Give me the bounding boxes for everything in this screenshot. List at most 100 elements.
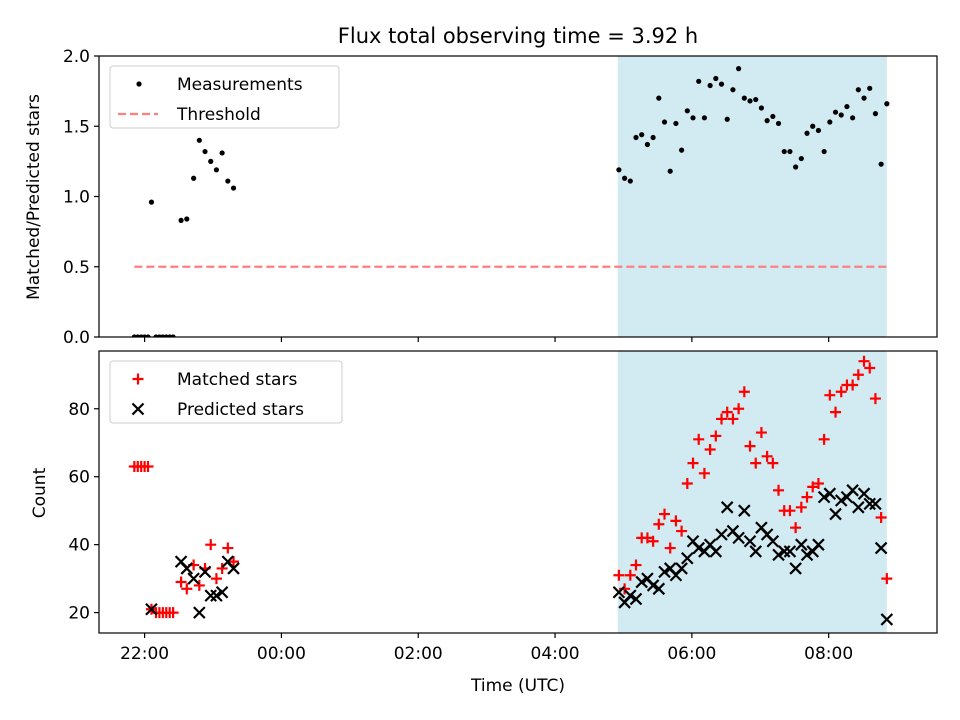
y-tick-label: 60: [68, 468, 90, 488]
matched-star-point: [744, 440, 756, 452]
legend-box: [109, 360, 343, 424]
predicted-star-point: [789, 562, 802, 575]
matched-star-point: [864, 362, 876, 374]
x-tick-label: 02:00: [394, 644, 443, 664]
x-tick-label: 06:00: [667, 644, 716, 664]
measurement-point: [861, 95, 867, 101]
predicted-star-point: [823, 487, 837, 500]
matched-star-point: [205, 539, 217, 551]
measurement-point: [758, 105, 765, 111]
x-tick-label: 04:00: [531, 644, 580, 664]
measurement-point: [684, 108, 690, 114]
legend-dot-icon: [136, 81, 142, 87]
legend: Matched stars Predicted stars: [109, 360, 343, 424]
measurement-point: [770, 113, 776, 120]
matched-star-point: [228, 556, 240, 568]
plot-area: [131, 56, 890, 337]
matched-star-point: [676, 525, 688, 537]
predicted-star-point: [612, 585, 626, 599]
measurement-point: [867, 85, 873, 91]
measurement-point: [753, 96, 759, 103]
x-tick-label: 00:00: [257, 644, 306, 664]
matched-star-point: [858, 355, 870, 367]
measurement-point: [633, 134, 639, 141]
matched-star-point: [716, 413, 728, 425]
measurement-point: [793, 164, 799, 170]
x-tick-label: 08:00: [804, 644, 853, 664]
measurement-point: [225, 178, 231, 184]
measurement-point: [707, 82, 713, 89]
measurement-point: [202, 148, 208, 155]
measurement-point: [208, 158, 214, 164]
matched-star-point: [727, 413, 739, 425]
matched-star-point: [812, 478, 824, 490]
matched-star-point: [142, 461, 154, 473]
predicted-star-point: [720, 501, 734, 514]
matched-star-point: [670, 515, 682, 527]
predicted-star-point: [817, 490, 831, 504]
measurement-point: [804, 130, 810, 136]
predicted-star-point: [846, 484, 859, 497]
matched-star-point: [761, 450, 773, 462]
y-tick-label: 40: [68, 536, 90, 556]
matched-star-point: [698, 467, 710, 479]
matched-star-point: [681, 478, 693, 490]
predicted-star-point: [738, 504, 751, 517]
y-tick-label: 1.0: [63, 188, 90, 208]
y-tick-label: 1.5: [63, 117, 90, 137]
y-tick-label: 0.0: [63, 328, 90, 348]
legend-label: Threshold: [176, 105, 261, 125]
predicted-star-point: [629, 592, 643, 606]
measurement-point: [673, 120, 679, 127]
predicted-star-point: [210, 589, 223, 602]
predicted-star-point: [709, 545, 723, 558]
matched-star-point: [801, 491, 813, 503]
measurement-point: [787, 148, 793, 155]
predicted-star-point: [863, 497, 877, 511]
matched-star-point: [818, 433, 830, 445]
predicted-star-point: [732, 531, 745, 545]
legend-box: [109, 65, 340, 129]
predicted-star-point: [193, 606, 206, 619]
predicted-star-point: [772, 548, 785, 562]
matched-star-point: [704, 444, 716, 456]
matched-star-point: [795, 501, 807, 513]
predicted-star-point: [187, 572, 200, 585]
measurement-point: [855, 87, 861, 93]
matched-star-point: [721, 406, 733, 418]
matched-star-point: [830, 406, 842, 418]
predicted-star-point: [874, 541, 888, 555]
predicted-star-point: [692, 541, 705, 555]
measurement-point: [872, 111, 879, 117]
predicted-star-point: [800, 548, 814, 562]
measurement-point: [178, 217, 184, 223]
measurement-point: [781, 148, 787, 155]
matched-star-point: [790, 522, 802, 534]
predicted-star-point: [215, 585, 229, 599]
matched-star-point: [167, 607, 179, 619]
predicted-star-point: [658, 565, 671, 579]
measurement-point: [724, 116, 730, 122]
predicted-star-point: [812, 538, 825, 551]
measurement-point: [690, 115, 696, 121]
matched-star-point: [847, 379, 859, 391]
matched-star-point: [175, 576, 187, 588]
matched-star-point: [693, 433, 705, 445]
matched-star-point: [687, 457, 699, 469]
measurement-point: [850, 115, 856, 121]
predicted-star-point: [715, 528, 728, 541]
predicted-star-point: [227, 562, 240, 575]
measurement-point: [701, 115, 708, 121]
matched-star-point: [750, 457, 762, 469]
measurement-point: [184, 216, 190, 222]
matched-star-point: [869, 393, 881, 405]
matched-star-point: [755, 427, 767, 439]
plot-area: [128, 351, 894, 633]
predicted-star-point: [675, 562, 688, 575]
matched-star-point: [193, 579, 205, 591]
measurement-point: [821, 148, 827, 155]
measurement-point: [627, 178, 633, 184]
matched-star-point: [630, 559, 642, 571]
measurement-point: [667, 168, 673, 174]
